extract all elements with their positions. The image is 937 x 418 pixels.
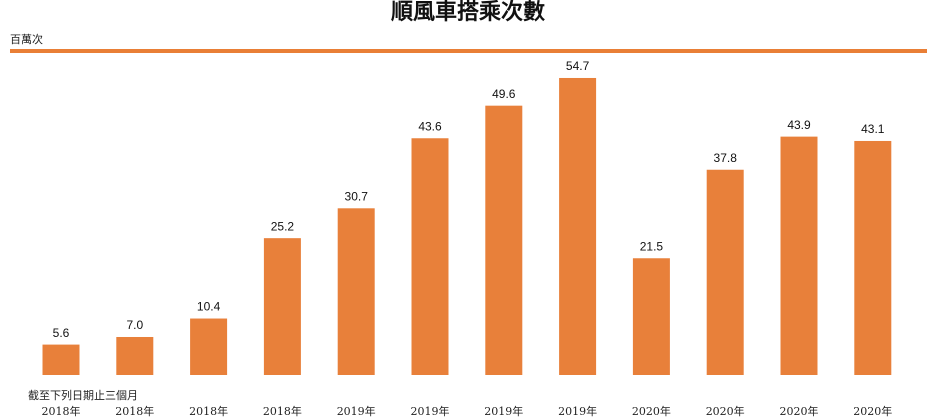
note: 截至下列日期止三個月 (28, 388, 138, 402)
value-label: 21.5 (640, 239, 664, 253)
value-label: 10.4 (197, 300, 221, 314)
x-tick-label: 2020年 (780, 404, 819, 418)
bar (854, 140, 892, 375)
x-tick-label: 2020年 (853, 404, 892, 418)
value-label: 54.7 (566, 59, 590, 73)
bar (485, 105, 523, 375)
value-label: 30.7 (345, 189, 369, 203)
x-tick-label: 2018年 (189, 404, 228, 418)
bar (780, 136, 818, 375)
x-tick-label: 2019年 (411, 404, 450, 418)
header-rule (10, 49, 927, 53)
chart-title: 順風車搭乘次數 (391, 0, 545, 25)
value-label: 49.6 (492, 87, 516, 101)
bar (116, 336, 154, 375)
bar (706, 169, 744, 375)
bar (559, 77, 597, 375)
value-label: 37.8 (714, 151, 738, 165)
x-tick-label: 2018年 (263, 404, 302, 418)
value-label: 5.6 (53, 326, 70, 340)
bar (411, 138, 449, 375)
bar (263, 238, 301, 375)
x-tick-label: 2020年 (706, 404, 745, 418)
x-tick-label: 2018年 (115, 404, 154, 418)
unit-label: 百萬次 (10, 32, 43, 46)
x-tick-label: 2020年 (632, 404, 671, 418)
value-label: 43.6 (418, 119, 442, 133)
bar (190, 318, 228, 375)
value-label: 7.0 (126, 318, 143, 332)
x-tick-label: 2019年 (558, 404, 597, 418)
value-label: 43.1 (861, 122, 885, 136)
x-tick-label: 2019年 (337, 404, 376, 418)
value-label: 43.9 (787, 118, 811, 132)
bar (337, 208, 375, 375)
bar (42, 344, 80, 375)
x-tick-label: 2019年 (484, 404, 523, 418)
x-tick-label: 2018年 (42, 404, 81, 418)
bar (632, 258, 670, 375)
value-label: 25.2 (271, 219, 295, 233)
